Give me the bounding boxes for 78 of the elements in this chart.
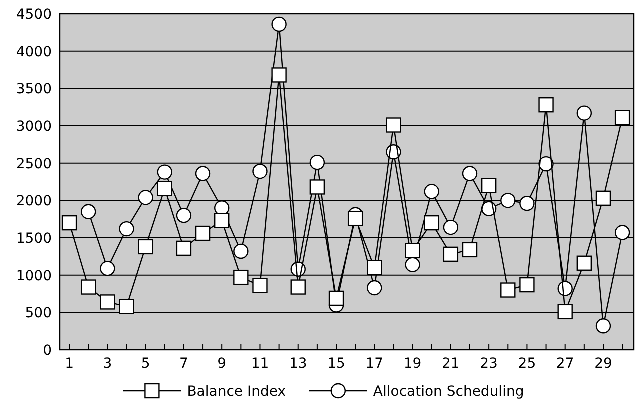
y-tick-label: 500	[25, 306, 52, 322]
x-tick-label: 15	[328, 356, 346, 372]
point	[328, 290, 344, 306]
point	[138, 190, 154, 206]
y-tick-label: 0	[43, 343, 52, 359]
x-tick-label: 21	[442, 356, 460, 372]
x-tick-label: 7	[179, 356, 188, 372]
point	[81, 204, 96, 220]
point	[81, 280, 96, 295]
point	[520, 277, 535, 293]
point	[614, 225, 630, 240]
x-tick-label: 13	[289, 356, 308, 372]
point	[462, 242, 478, 258]
x-tick-label: 25	[518, 356, 536, 372]
x-tick-label: 3	[103, 356, 112, 372]
y-tick-label: 2000	[16, 194, 52, 210]
legend-label: Allocation Scheduling	[373, 384, 524, 400]
point	[424, 215, 440, 231]
point	[500, 282, 516, 298]
point	[234, 244, 249, 260]
point	[195, 166, 211, 182]
x-tick-label: 9	[218, 356, 227, 372]
point	[596, 190, 612, 206]
point	[500, 193, 516, 208]
y-tick-label: 4500	[16, 7, 52, 23]
point	[272, 68, 287, 83]
x-tick-label: 11	[251, 356, 270, 372]
point	[290, 280, 306, 295]
x-tick-label: 29	[594, 356, 612, 372]
point	[367, 280, 382, 296]
point	[576, 106, 592, 121]
point	[310, 154, 326, 170]
point	[272, 16, 287, 32]
point	[100, 294, 116, 310]
point	[462, 166, 478, 182]
point	[234, 270, 249, 286]
point	[576, 256, 592, 271]
point	[62, 215, 78, 231]
legend-label: Balance Index	[187, 384, 286, 400]
point	[252, 164, 268, 180]
point	[614, 110, 630, 126]
point	[252, 278, 268, 294]
point	[538, 97, 554, 113]
point	[138, 239, 154, 255]
y-tick-label: 3500	[16, 82, 52, 98]
x-tick-label: 5	[141, 356, 150, 372]
point	[310, 180, 326, 195]
y-tick-label: 2500	[16, 156, 52, 172]
point	[443, 246, 459, 262]
point	[214, 213, 230, 228]
point	[424, 184, 440, 200]
point	[443, 220, 459, 236]
point	[386, 118, 402, 133]
point	[481, 178, 497, 194]
point	[520, 196, 535, 212]
y-tick-label: 1000	[16, 268, 52, 284]
point	[348, 210, 364, 226]
y-tick-label: 4000	[16, 44, 52, 60]
x-tick-label: 17	[366, 356, 384, 372]
point	[405, 243, 420, 258]
y-tick-label: 3000	[16, 119, 52, 135]
point	[367, 260, 382, 276]
x-tick-label: 1	[65, 356, 74, 372]
point	[157, 164, 172, 180]
x-tick-label: 19	[404, 356, 422, 372]
point	[596, 318, 612, 334]
point	[405, 257, 420, 272]
point	[176, 208, 192, 224]
x-tick-label: 27	[556, 356, 574, 372]
x-tick-label: 23	[480, 356, 498, 372]
point	[119, 221, 134, 237]
point	[100, 261, 116, 276]
point	[558, 304, 573, 320]
point	[119, 299, 134, 314]
point	[157, 181, 172, 196]
point	[195, 226, 211, 242]
y-tick-label: 1500	[16, 231, 52, 247]
point	[176, 240, 192, 256]
